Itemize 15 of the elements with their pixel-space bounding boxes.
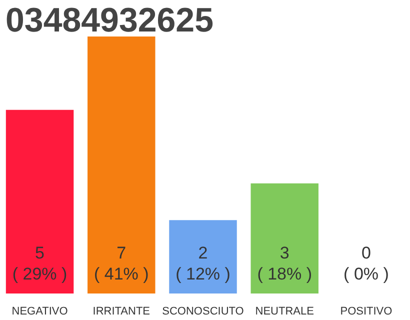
x-tick-label: SCONOSCIUTO <box>162 306 244 318</box>
data-label: 0 ( 0% ) <box>344 244 389 284</box>
bar <box>88 36 156 294</box>
x-tick-label: IRRITANTE <box>92 306 150 318</box>
data-label: 5 ( 29% ) <box>12 244 68 284</box>
bar <box>6 110 74 294</box>
chart-title: 03484932625 <box>6 2 214 40</box>
data-label: 7 ( 41% ) <box>94 244 149 284</box>
bar <box>169 220 237 294</box>
data-label: 3 ( 18% ) <box>257 244 312 284</box>
x-tick-label: POSITIVO <box>340 306 393 318</box>
x-tick-label: NEGATIVO <box>12 306 68 318</box>
x-tick-label: NEUTRALE <box>255 306 314 318</box>
data-label: 2 ( 12% ) <box>176 244 230 284</box>
bar <box>250 183 318 294</box>
